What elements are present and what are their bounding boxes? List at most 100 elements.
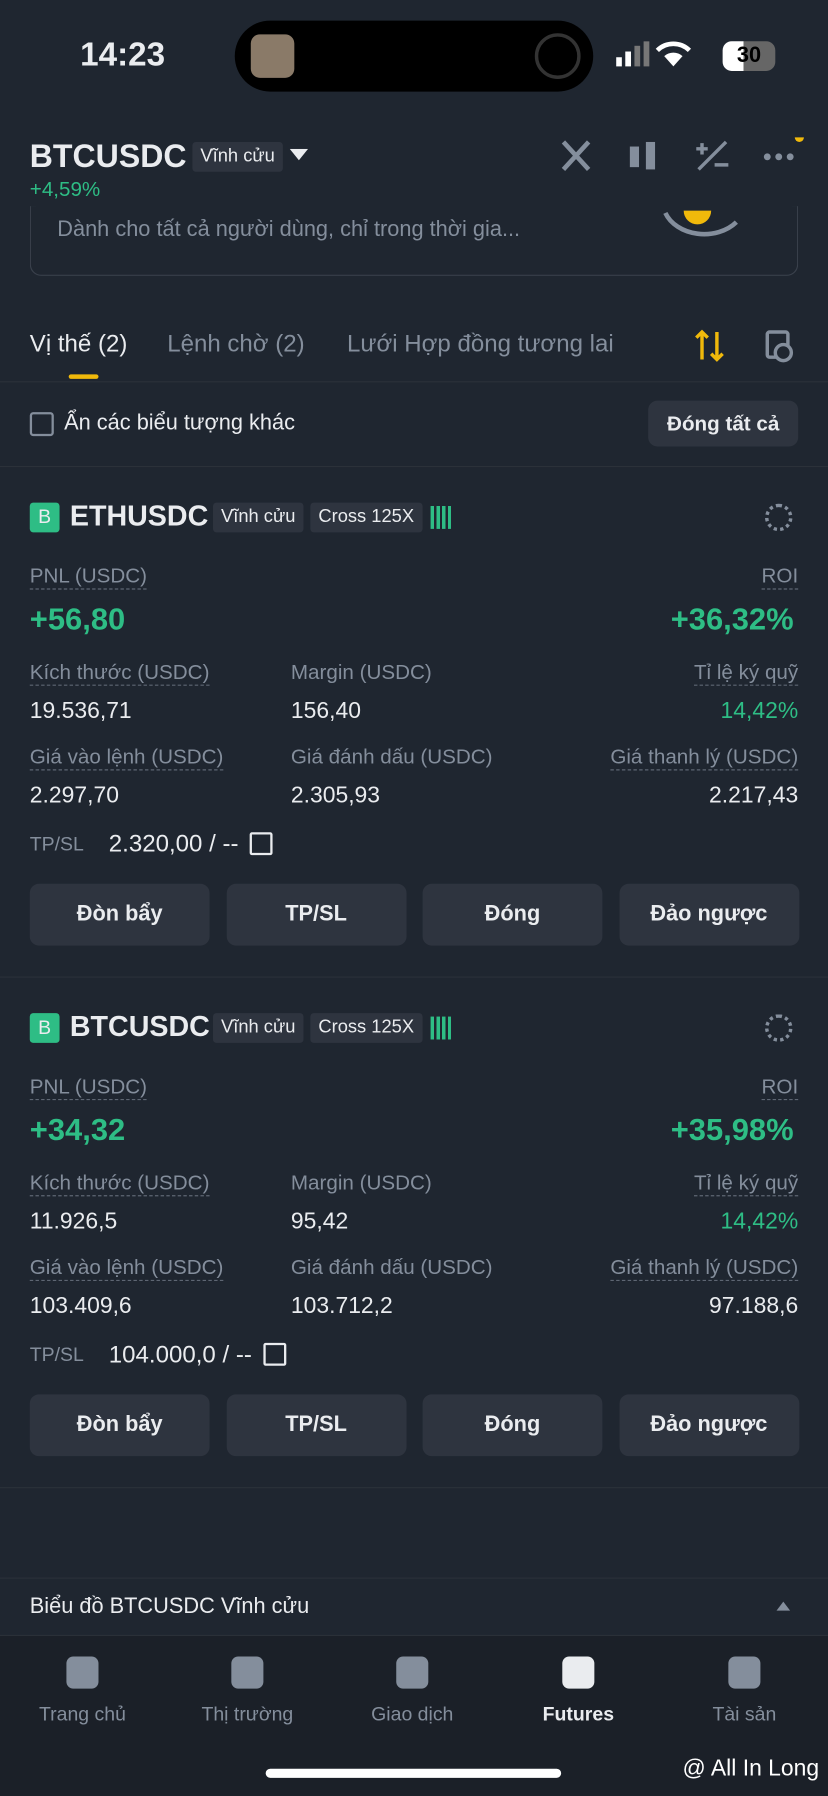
tab-icons[interactable] xyxy=(694,327,797,364)
share[interactable] xyxy=(764,503,793,532)
dynamic-island xyxy=(234,20,594,92)
home-indicator xyxy=(265,1768,562,1778)
nav-icon[interactable] xyxy=(728,1656,761,1689)
field-label: Giá đánh dấu (USDC) xyxy=(290,745,493,769)
tab[interactable]: Lệnh chờ (2) xyxy=(167,330,305,358)
expand[interactable] xyxy=(776,1600,791,1611)
field-label: Margin (USDC) xyxy=(290,1171,432,1195)
tpsl: 2.320,00 / -- xyxy=(108,831,239,858)
field-label: Kích thước (USDC) xyxy=(29,662,210,686)
nav-label[interactable]: Giao dịch xyxy=(371,1703,454,1726)
divider xyxy=(0,976,828,978)
pnl: +56,80 xyxy=(29,602,126,637)
edit[interactable] xyxy=(263,1342,287,1366)
side: B xyxy=(29,502,60,533)
field-label: Tỉ lệ ký quỹ xyxy=(693,1172,799,1197)
nav-label[interactable]: Thị trường xyxy=(201,1703,294,1726)
nav-icon[interactable] xyxy=(231,1656,264,1689)
position-symbol: BTCUSDC xyxy=(69,1010,210,1043)
margin-badge: Cross 125X xyxy=(310,502,423,533)
field-label: Giá đánh dấu (USDC) xyxy=(290,1255,493,1279)
clock: 14:23 xyxy=(80,36,166,74)
tab[interactable]: Vị thế (2) xyxy=(29,330,128,358)
status-icons xyxy=(616,41,692,67)
action-button[interactable]: Đóng xyxy=(422,1394,603,1457)
action-button[interactable]: Đòn bẩy xyxy=(29,883,210,946)
close-all[interactable]: Đóng tất cả xyxy=(648,400,799,447)
banner-text: Dành cho tất cả người dùng, chỉ trong th… xyxy=(57,217,521,242)
nav-label[interactable]: Trang chủ xyxy=(38,1703,126,1726)
side: B xyxy=(29,1013,60,1043)
tpsl-label: TP/SL xyxy=(29,833,84,856)
action-button[interactable]: TP/SL xyxy=(226,1394,406,1457)
type-badge: Vĩnh cửu xyxy=(213,502,304,533)
battery: 30 xyxy=(722,41,776,71)
field-label: Tỉ lệ ký quỹ xyxy=(693,662,799,686)
field-value: 97.188,6 xyxy=(709,1293,799,1319)
tpsl-label: TP/SL xyxy=(29,1343,84,1366)
checkbox[interactable] xyxy=(29,412,54,437)
pnl: +34,32 xyxy=(29,1112,126,1148)
roi: +36,32% xyxy=(670,602,794,637)
field-label: Giá thanh lý (USDC) xyxy=(610,746,799,771)
tpsl: 104.000,0 / -- xyxy=(108,1341,252,1369)
nav-label[interactable]: Tài sản xyxy=(712,1703,777,1726)
field-value: 2.305,93 xyxy=(290,783,381,809)
app-icon xyxy=(250,34,295,78)
field-value: 14,42% xyxy=(720,1208,799,1235)
edit[interactable] xyxy=(249,832,273,856)
tab[interactable]: Lưới Hợp đồng tương lai xyxy=(346,330,614,358)
nav-icon[interactable] xyxy=(66,1656,99,1689)
action-button[interactable]: Đảo ngược xyxy=(618,1394,799,1457)
pnl-label: PNL (USDC) xyxy=(29,566,147,590)
field-value: 2.297,70 xyxy=(29,783,119,809)
field-value: 11.926,5 xyxy=(29,1208,118,1235)
dropdown[interactable] xyxy=(289,148,309,163)
signal xyxy=(430,1016,454,1040)
position-symbol: ETHUSDC xyxy=(69,500,209,533)
toolbar-icons[interactable] xyxy=(559,137,811,176)
field-value: 14,42% xyxy=(720,698,799,724)
nav-icon[interactable] xyxy=(562,1656,595,1689)
roi-label: ROI xyxy=(761,1076,799,1101)
field-label: Giá vào lệnh (USDC) xyxy=(29,1257,224,1282)
action-button[interactable]: Đóng xyxy=(422,883,603,946)
banner[interactable] xyxy=(29,206,799,276)
nav-icon[interactable] xyxy=(396,1656,429,1689)
action-button[interactable]: Đòn bẩy xyxy=(29,1394,210,1457)
field-value: 103.712,2 xyxy=(290,1293,393,1319)
camera xyxy=(534,33,581,79)
field-label: Giá thanh lý (USDC) xyxy=(610,1257,799,1282)
divider xyxy=(0,1577,828,1579)
divider xyxy=(0,465,828,468)
roi-label: ROI xyxy=(761,566,799,590)
tab-indicator xyxy=(68,374,99,379)
field-value: 2.217,43 xyxy=(709,783,799,809)
field-label: Giá vào lệnh (USDC) xyxy=(29,746,224,771)
action-button[interactable]: Đảo ngược xyxy=(618,883,799,946)
roi: +35,98% xyxy=(670,1112,794,1148)
nav-label[interactable]: Futures xyxy=(542,1703,615,1726)
symbol[interactable]: BTCUSDC xyxy=(29,138,187,175)
badge: Vĩnh cửu xyxy=(192,141,283,172)
divider xyxy=(0,381,828,383)
field-label: Margin (USDC) xyxy=(290,660,432,684)
divider xyxy=(0,1487,828,1489)
field-label: Kích thước (USDC) xyxy=(29,1172,210,1197)
field-value: 19.536,71 xyxy=(29,698,132,724)
signal xyxy=(430,506,454,529)
margin-badge: Cross 125X xyxy=(310,1013,423,1043)
field-value: 156,40 xyxy=(290,698,361,724)
change: +4,59% xyxy=(29,177,101,201)
action-button[interactable]: TP/SL xyxy=(226,883,406,946)
filter-label: Ẩn các biểu tượng khác xyxy=(64,410,295,436)
share[interactable] xyxy=(764,1014,793,1042)
type-badge: Vĩnh cửu xyxy=(213,1013,304,1043)
chart-bar[interactable]: Biểu đồ BTCUSDC Vĩnh cửu xyxy=(29,1594,310,1619)
banner-icon xyxy=(663,210,738,237)
field-value: 95,42 xyxy=(290,1208,349,1235)
watermark: @ All In Long xyxy=(682,1756,820,1782)
pnl-label: PNL (USDC) xyxy=(29,1076,147,1101)
